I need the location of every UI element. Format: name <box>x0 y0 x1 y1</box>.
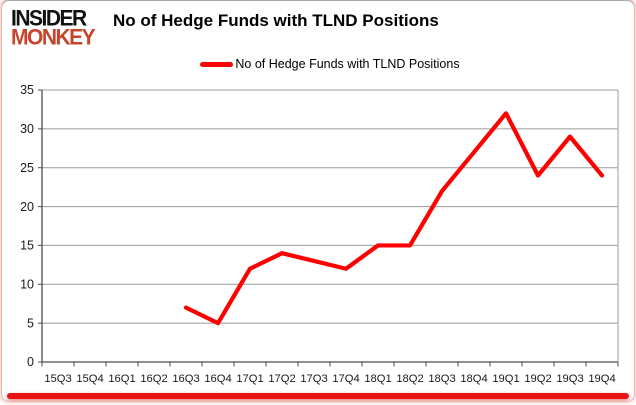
x-axis-label-18Q3: 18Q3 <box>428 373 455 385</box>
x-axis-label-16Q1: 16Q1 <box>108 373 135 385</box>
x-axis-label-19Q1: 19Q1 <box>492 373 519 385</box>
y-axis-label-0: 0 <box>27 355 34 369</box>
chart-title: No of Hedge Funds with TLND Positions <box>113 11 439 30</box>
y-axis-label-5: 5 <box>27 316 34 330</box>
x-axis-label-17Q3: 17Q3 <box>300 373 327 385</box>
bottom-red-bar <box>7 393 629 399</box>
legend-line-swatch <box>200 61 234 67</box>
legend-label: No of Hedge Funds with TLND Positions <box>235 57 460 71</box>
logo-text-insider: INSIDER <box>11 6 87 31</box>
x-axis-label-17Q2: 17Q2 <box>268 373 295 385</box>
y-axis-label-30: 30 <box>20 122 34 136</box>
y-axis-label-15: 15 <box>20 239 34 253</box>
x-axis-label-19Q4: 19Q4 <box>588 373 615 385</box>
legend: No of Hedge Funds with TLND Positions <box>42 57 618 71</box>
x-axis-label-18Q1: 18Q1 <box>364 373 391 385</box>
series-line <box>183 111 605 326</box>
y-axis-label-25: 25 <box>20 161 34 175</box>
x-axis-label-15Q3: 15Q3 <box>44 373 71 385</box>
logo-text-monkey: MONKEY <box>11 25 96 50</box>
insider-monkey-logo: INSIDER MONKEY <box>11 6 96 50</box>
y-axis-label-20: 20 <box>20 200 34 214</box>
x-axis-label-19Q2: 19Q2 <box>524 373 551 385</box>
y-axis-label-35: 35 <box>20 83 34 97</box>
x-axis-label-16Q4: 16Q4 <box>204 373 231 385</box>
x-axis-label-18Q4: 18Q4 <box>460 373 487 385</box>
x-axis-label-18Q2: 18Q2 <box>396 373 423 385</box>
x-axis-label-17Q1: 17Q1 <box>236 373 263 385</box>
x-axis-label-17Q4: 17Q4 <box>332 373 359 385</box>
x-axis-label-19Q3: 19Q3 <box>556 373 583 385</box>
x-axis-label-15Q4: 15Q4 <box>76 373 103 385</box>
x-axis-label-16Q2: 16Q2 <box>140 373 167 385</box>
y-axis-label-10: 10 <box>20 277 34 291</box>
x-axis-label-16Q3: 16Q3 <box>172 373 199 385</box>
